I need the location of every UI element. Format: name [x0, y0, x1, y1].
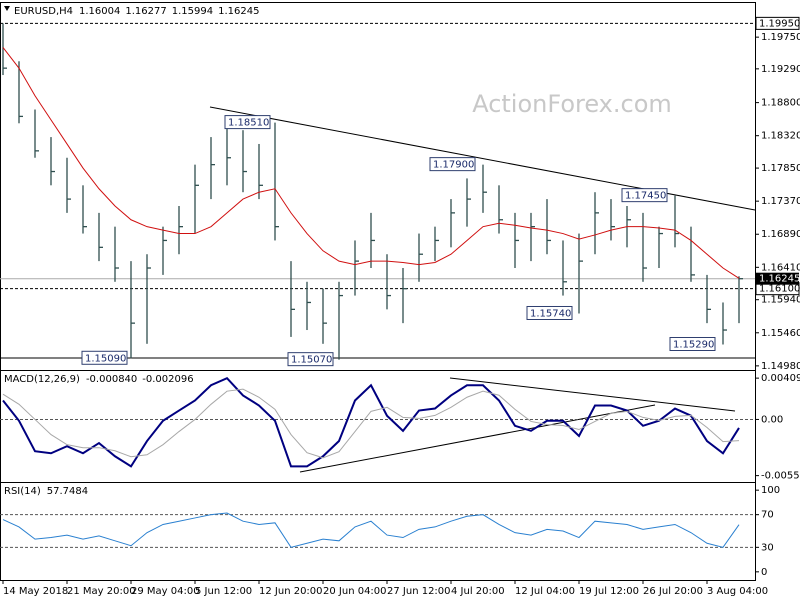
annotation-box	[287, 352, 334, 367]
y-tick-label: 0.00	[761, 414, 783, 425]
header-value: 1.16277	[125, 6, 166, 17]
macd-trend-line	[449, 377, 736, 412]
price-level-box	[755, 16, 800, 30]
annotation-label: 1.18510	[228, 118, 269, 129]
watermark: ActionForex.com	[472, 90, 672, 118]
header-value: 1.16004	[79, 6, 120, 17]
y-tick-label: -0.005568	[761, 471, 800, 482]
x-tick-label: 21 May 20:00	[67, 586, 136, 597]
annotation-box	[429, 157, 476, 172]
x-tick-label: 29 May 04:00	[131, 586, 200, 597]
y-tick-label: 1.15460	[761, 328, 800, 339]
panel-title: MACD(12,26,9)	[4, 374, 80, 385]
annotation-box	[669, 337, 716, 352]
y-tick-label: 30	[761, 542, 774, 553]
x-tick-label: 12 Jul 04:00	[515, 586, 575, 597]
x-tick-label: 3 Aug 04:00	[707, 586, 768, 597]
annotation-label: 1.17450	[625, 191, 666, 202]
annotation-label: 1.15070	[291, 355, 332, 366]
y-tick-label: 0.004094	[761, 373, 800, 384]
last-price-box	[756, 272, 799, 285]
menu-arrow	[4, 6, 10, 11]
panel-title: RSI(14)	[4, 486, 41, 497]
x-tick-label: 26 Jul 20:00	[643, 586, 703, 597]
panel-frame	[0, 482, 756, 581]
y-tick-label: 1.18320	[761, 131, 800, 142]
annotation-label: 1.17900	[433, 160, 474, 171]
x-tick-label: 4 Jul 20:00	[451, 586, 505, 597]
panel-frame	[0, 2, 756, 371]
annotation-box	[526, 305, 573, 320]
y-tick-label: 1.16410	[761, 262, 800, 273]
y-tick-label: 1.18800	[761, 98, 800, 109]
x-tick-label: 14 May 2018	[3, 586, 68, 597]
price-level-label: 1.16100	[759, 284, 800, 295]
annotation-box	[224, 115, 271, 130]
header-value: 57.7484	[47, 486, 88, 497]
x-tick-label: 20 Jun 04:00	[323, 586, 387, 597]
y-tick-label: 70	[761, 510, 774, 521]
panel-title: EURUSD,H4	[14, 6, 73, 17]
y-tick-label: 1.17850	[761, 163, 800, 174]
y-tick-label: 0	[761, 567, 767, 578]
header-value: -0.002096	[142, 374, 193, 385]
x-tick-label: 27 Jun 12:00	[387, 586, 451, 597]
indicator-line	[2, 388, 740, 459]
annotation-label: 1.15740	[530, 308, 571, 319]
price-level-label: 1.19950	[759, 18, 800, 29]
macd-trend-line	[299, 404, 656, 473]
annotation-box	[621, 188, 668, 203]
moving-average	[2, 47, 740, 279]
y-tick-label: 1.16890	[761, 229, 800, 240]
y-tick-label: 1.17370	[761, 196, 800, 207]
header-value: 1.16245	[218, 6, 259, 17]
y-tick-label: 100	[761, 485, 780, 496]
y-tick-label: 1.19750	[761, 32, 800, 43]
y-tick-label: 1.15940	[761, 295, 800, 306]
x-tick-label: 19 Jul 12:00	[579, 586, 639, 597]
indicator-line	[2, 376, 740, 468]
annotation-label: 1.15290	[673, 340, 714, 351]
y-tick-label: 1.14980	[761, 361, 800, 372]
indicator-line	[2, 512, 740, 548]
y-tick-label: 1.19290	[761, 64, 800, 75]
header-value: 1.15994	[172, 6, 213, 17]
header-value: -0.000840	[86, 374, 137, 385]
x-tick-label: 5 Jun 12:00	[195, 586, 252, 597]
last-price-label: 1.16245	[759, 274, 800, 285]
x-tick-label: 12 Jun 20:00	[259, 586, 323, 597]
annotation-label: 1.15090	[85, 353, 126, 364]
panel-frame	[0, 370, 756, 483]
annotation-box	[81, 350, 128, 365]
